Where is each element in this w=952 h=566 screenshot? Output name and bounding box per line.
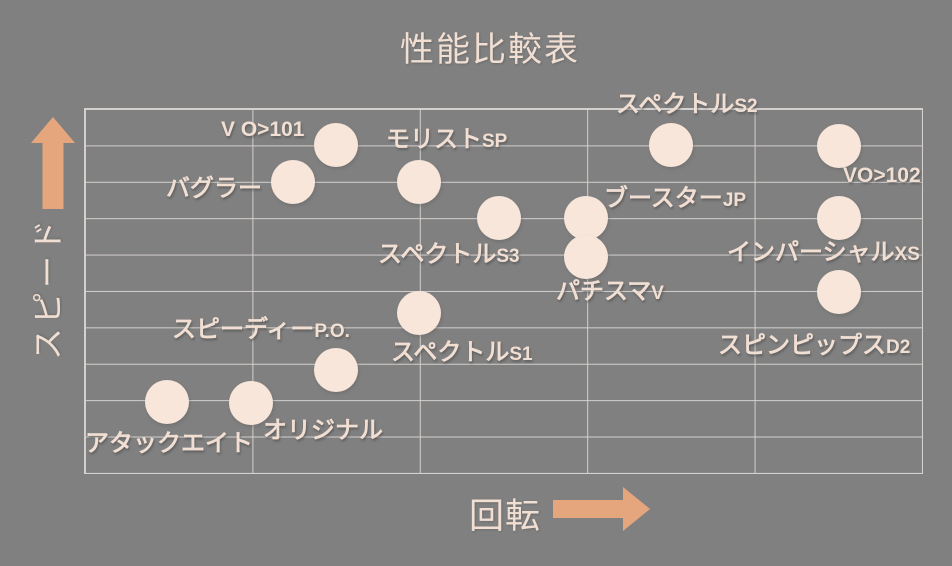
data-point-dot: [271, 160, 315, 204]
data-point-label: スピーディーP.O.: [172, 316, 350, 343]
data-point-dot: [817, 196, 861, 240]
data-point-label: スピンピップスD2: [718, 332, 911, 359]
data-point-dot: [564, 235, 608, 279]
data-point-dot: [229, 381, 273, 425]
data-point-label: バグラー: [166, 175, 262, 202]
right-arrow-shape: [553, 487, 650, 531]
x-axis-arrow-icon: [553, 487, 650, 531]
data-point-label: V O>101: [221, 118, 305, 141]
data-point-dot: [817, 270, 861, 314]
data-point-dot: [145, 380, 189, 424]
chart-title: 性能比較表: [400, 31, 580, 69]
y-axis-label: スピード: [30, 215, 66, 361]
data-point-label: スペクトルS1: [391, 339, 533, 366]
data-point-dot: [314, 348, 358, 392]
data-point-dot: [477, 196, 521, 240]
x-axis-label: 回転: [469, 497, 542, 536]
data-point-dot: [314, 123, 358, 167]
data-point-label: オリジナル: [263, 417, 383, 444]
data-point-label: モリストSP: [386, 126, 508, 153]
data-point-dot: [397, 160, 441, 204]
data-point-dot: [649, 123, 693, 167]
y-axis-arrow-icon: [31, 117, 75, 209]
plot-grid: [84, 108, 923, 474]
up-arrow-shape: [31, 117, 75, 209]
data-point-label: インパーシャルXS: [727, 239, 920, 266]
data-point-dot: [564, 196, 608, 240]
data-point-label: パチスマV: [556, 278, 664, 305]
data-point-dot: [817, 124, 861, 168]
data-point-dot: [397, 291, 441, 335]
data-point-label: スペクトルS2: [616, 91, 758, 118]
data-point-label: VO>102: [843, 164, 921, 187]
data-point-label: アタックエイト: [85, 430, 253, 457]
data-point-label: ブースターJP: [604, 185, 747, 212]
data-point-label: スペクトルS3: [378, 241, 520, 268]
